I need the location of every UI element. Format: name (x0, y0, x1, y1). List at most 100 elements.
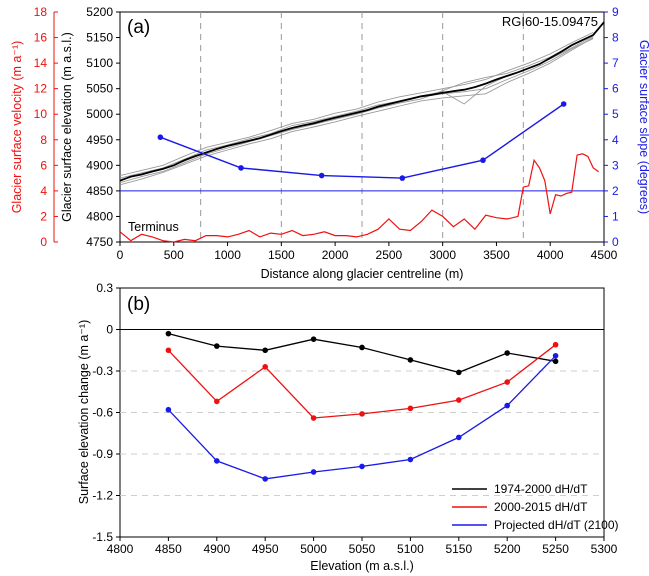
panel-a-velocity-axis-label: Glacier surface velocity (m a⁻¹) (10, 41, 24, 214)
panel-a-slope-tick-label: 0 (612, 235, 619, 249)
panel-b-x-tick-label: 4850 (155, 542, 182, 556)
panel-a: 0 500 1000 1500 2000 2500 3000 3500 4000 4500 475… (10, 5, 649, 281)
panel-a-gridlines (200, 12, 524, 242)
legend: 1974-2000 dH/dT 2000-2015 dH/dT Projected … (452, 482, 619, 532)
panel-a-elevation-mean (119, 21, 605, 182)
panel-a-x-tick-label: 3500 (483, 248, 510, 262)
panel-b-x-ticks: 4800 4850 4900 4950 5000 5050 5100 5150 5200 5250… (107, 537, 618, 556)
panel-b-y-tick-label: -0.3 (92, 364, 113, 378)
series-point-0 (407, 357, 414, 363)
panel-a-elevation-tick-label: 4800 (86, 209, 113, 223)
panel-a-x-tick-label: 4000 (537, 248, 564, 262)
panel-a-elevation-tick-label: 5050 (86, 82, 113, 96)
panel-a-velocity-tick-label: 2 (40, 209, 47, 223)
panel-a-slope-tick-label: 8 (612, 31, 619, 45)
panel-b-x-tick-label: 5000 (300, 542, 327, 556)
panel-a-x-ticks: 0 500 1000 1500 2000 2500 3000 3500 4000 4500 (117, 242, 618, 262)
panel-a-velocity-tick-label: 6 (40, 158, 47, 172)
panel-b-x-tick-label: 4950 (252, 542, 279, 556)
panel-b: 4800 4850 4900 4950 5000 5050 5100 5150 5200 5250… (77, 281, 619, 573)
series-point-2 (552, 352, 559, 359)
panel-a-velocity-tick-label: 18 (34, 5, 48, 19)
slope-point (157, 134, 164, 141)
velocity-line (119, 153, 599, 243)
elevation-profile-line (119, 37, 594, 186)
panel-a-slope-ticks: 0 1 2 3 4 5 6 7 8 9 (604, 5, 619, 249)
panel-a-elevation-tick-label: 5150 (86, 31, 113, 45)
panel-b-x-tick-label: 5300 (591, 542, 618, 556)
panel-b-label: (b) (127, 294, 150, 315)
panel-a-elevation-tick-label: 5200 (86, 5, 113, 19)
series-point-1 (504, 379, 511, 385)
panel-a-velocity-tick-label: 0 (40, 235, 47, 249)
panel-a-elevation-tick-label: 4950 (86, 133, 113, 147)
slope-line (160, 103, 565, 179)
panel-b-y-axis-label: Surface elevation change (m a⁻¹) (77, 320, 91, 504)
series-point-0 (552, 358, 559, 365)
series-point-1 (165, 347, 172, 354)
series-point-2 (504, 402, 511, 409)
series-point-2 (214, 458, 220, 464)
elevation-mean-line (119, 21, 605, 182)
legend-label-0: 1974-2000 dH/dT (494, 482, 588, 496)
series-point-2 (310, 469, 317, 475)
panel-b-x-tick-label: 5250 (542, 542, 569, 556)
panel-a-x-tick-label: 4500 (591, 248, 618, 262)
panel-b-x-axis-label: Elevation (m a.s.l.) (310, 559, 414, 573)
series-line-2 (167, 355, 557, 480)
slope-point (480, 157, 486, 164)
panel-a-slope-tick-label: 3 (612, 158, 619, 172)
panel-a-velocity (119, 153, 599, 243)
panel-a-velocity-ticks: 0 2 4 6 8 10 12 14 16 18 (34, 5, 58, 249)
series-point-0 (310, 336, 317, 342)
series-point-2 (165, 406, 172, 413)
panel-b-y-tick-label: -1.5 (92, 530, 113, 544)
panel-a-x-axis-label: Distance along glacier centreline (m) (261, 267, 464, 281)
panel-a-elevation-tick-label: 5100 (86, 56, 113, 70)
panel-b-x-tick-label: 5050 (349, 542, 376, 556)
panel-a-velocity-tick-label: 10 (34, 107, 48, 121)
panel-a-velocity-tick-label: 4 (40, 184, 47, 198)
series-point-2 (456, 434, 462, 441)
series-point-0 (359, 344, 365, 351)
series-point-0 (262, 347, 269, 354)
series-line-1 (167, 344, 556, 419)
series-point-0 (504, 350, 511, 356)
panel-a-elevation-tick-label: 4750 (86, 235, 113, 249)
elevation-profile-line (119, 31, 594, 177)
panel-b-y-tick-label: 0 (106, 323, 113, 337)
slope-point (238, 165, 244, 171)
series-point-1 (456, 397, 462, 403)
series-point-1 (359, 411, 365, 417)
panel-a-slope-tick-label: 2 (612, 184, 619, 198)
series-line-0 (168, 332, 556, 374)
panel-a-elevation-tick-label: 4850 (86, 184, 113, 198)
panel-b-x-tick-label: 5150 (445, 542, 472, 556)
panel-a-elevation-profiles (119, 31, 594, 186)
panel-a-slope-tick-label: 6 (612, 82, 619, 96)
terminus-label: Terminus (128, 220, 179, 234)
panel-b-x-tick-label: 4900 (203, 542, 230, 556)
series-point-0 (214, 343, 220, 349)
panel-b-gridlines (120, 329, 604, 496)
series-point-1 (310, 415, 317, 421)
panel-a-elevation-tick-label: 5000 (86, 107, 113, 121)
panel-a-velocity-tick-label: 16 (34, 31, 48, 45)
slope-point (560, 101, 567, 107)
series-point-1 (552, 341, 559, 348)
panel-a-slope-tick-label: 1 (612, 209, 619, 223)
panel-b-y-tick-label: -0.9 (92, 447, 113, 461)
panel-a-elevation-axis-label: Glacier surface elevation (m a.s.l.) (60, 32, 74, 222)
panel-a-x-tick-label: 1000 (214, 248, 241, 262)
panel-a-x-tick-label: 2000 (322, 248, 349, 262)
panel-a-x-tick-label: 3000 (429, 248, 456, 262)
series-point-0 (165, 330, 172, 337)
legend-label-2: Projected dH/dT (2100) (494, 518, 619, 532)
legend-label-1: 2000-2015 dH/dT (494, 500, 588, 514)
panel-b-y-tick-label: -1.2 (92, 489, 113, 503)
panel-a-slope-tick-label: 5 (612, 107, 619, 121)
panel-a-velocity-tick-label: 14 (34, 56, 48, 70)
panel-a-x-tick-label: 1500 (268, 248, 295, 262)
series-point-2 (359, 463, 365, 470)
